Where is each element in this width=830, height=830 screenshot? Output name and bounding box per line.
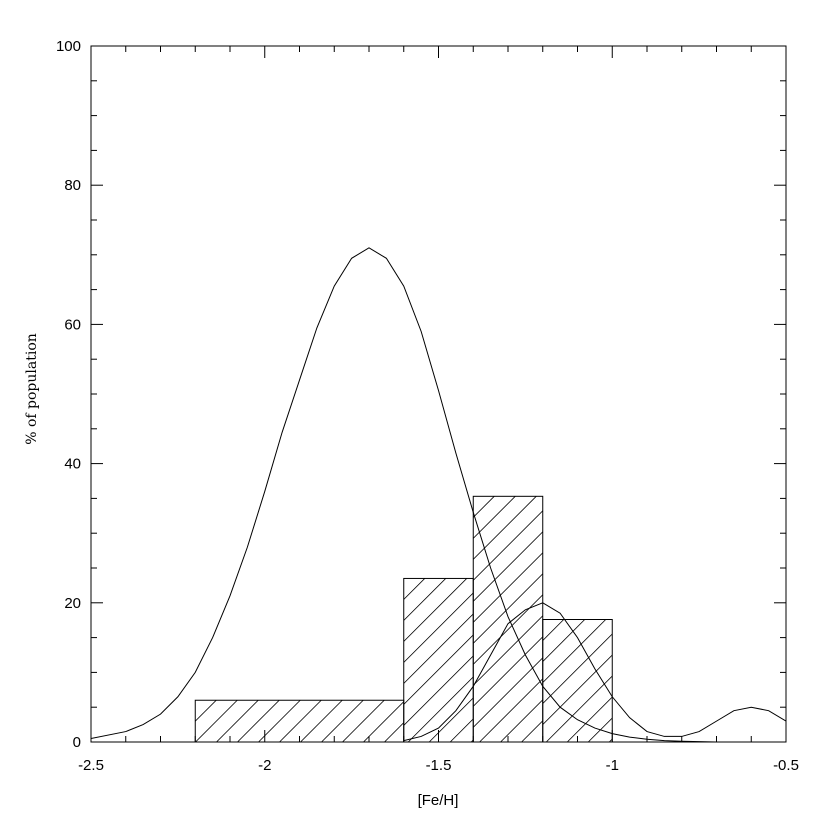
curves-layer (91, 247, 786, 742)
y-tick-label: 20 (64, 595, 81, 612)
distribution-curve-2 (403, 602, 786, 742)
distribution-curve-1 (91, 247, 717, 742)
bar-hatching (403, 578, 474, 742)
y-tick-label: 60 (64, 316, 81, 333)
bar-outline (472, 495, 544, 743)
y-tick-label: 80 (64, 177, 81, 194)
bar-outline (194, 699, 405, 743)
x-tick-label: -1 (606, 757, 619, 774)
histogram-bars (194, 495, 613, 743)
bar-hatching (542, 619, 613, 743)
x-tick-label: -0.5 (773, 757, 799, 774)
bar-hatching (195, 700, 404, 742)
axis-ticks (90, 45, 787, 743)
y-tick-label: 100 (56, 38, 81, 55)
x-tick-label: -1.5 (426, 757, 452, 774)
x-axis-label: [Fe/H] (418, 792, 459, 809)
y-axis-label: % of population (24, 333, 40, 445)
histogram-bar (542, 619, 613, 743)
y-tick-label: 0 (73, 734, 81, 751)
x-tick-label: -2.5 (78, 757, 104, 774)
tick-labels: -2.5 -2 -1.5 -1 -0.5 0 20 40 60 80 100 (56, 38, 799, 774)
histogram-bar (472, 495, 544, 743)
x-tick-label: -2 (258, 757, 271, 774)
bar-hatching (473, 496, 543, 743)
plot-frame (90, 45, 787, 743)
y-tick-label: 40 (64, 456, 81, 473)
histogram-bar (194, 699, 405, 743)
